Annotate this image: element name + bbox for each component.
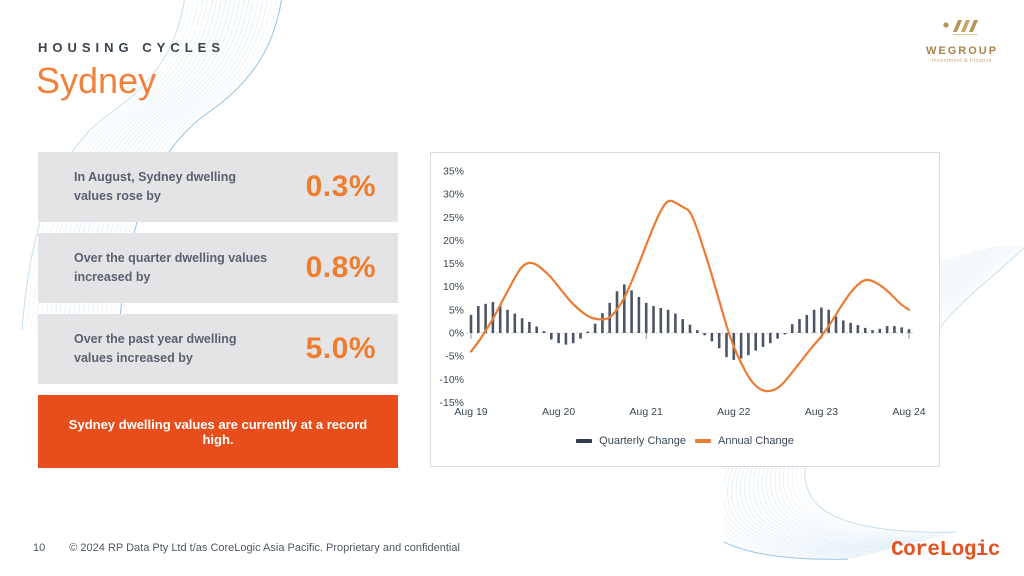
callout-banner: Sydney dwelling values are currently at …	[38, 395, 398, 468]
legend-item-quarterly: Quarterly Change	[576, 435, 686, 447]
housing-cycles-label: HOUSING CYCLES	[38, 40, 226, 55]
svg-text:Aug 21: Aug 21	[630, 406, 663, 418]
stat-box-monthly: In August, Sydney dwelling values rose b…	[38, 152, 398, 222]
svg-text:Aug 19: Aug 19	[454, 406, 487, 418]
stat-value-monthly: 0.3%	[305, 170, 376, 203]
stats-column: In August, Sydney dwelling values rose b…	[38, 152, 398, 468]
svg-text:15%: 15%	[443, 258, 464, 270]
svg-text:25%: 25%	[443, 212, 464, 224]
stat-label-monthly: In August, Sydney dwelling values rose b…	[74, 170, 237, 203]
svg-text:20%: 20%	[443, 235, 464, 247]
chart-svg: 35% 30% 25% 20% 15% 10% 5% 0% -5% -10% -15%Aug 19 A…	[439, 166, 925, 419]
svg-text:Aug 23: Aug 23	[805, 406, 838, 418]
footer: 10 © 2024 RP Data Pty Ltd t/as CoreLogic…	[33, 542, 460, 554]
stat-value-annual: 5.0%	[305, 332, 376, 365]
stat-value-quarterly: 0.8%	[305, 251, 376, 284]
annual-change-swatch-icon	[694, 439, 711, 443]
copyright-text: © 2024 RP Data Pty Ltd t/as CoreLogic As…	[69, 542, 460, 554]
svg-text:Aug 24: Aug 24	[892, 406, 925, 418]
svg-text:5%: 5%	[449, 304, 464, 316]
svg-text:-10%: -10%	[439, 374, 464, 386]
svg-text:Aug 22: Aug 22	[717, 406, 750, 418]
svg-text:-15%: -15%	[439, 397, 464, 409]
quarterly-change-swatch-icon	[576, 439, 593, 443]
chart-legend: Quarterly Change Annual Change	[576, 435, 794, 447]
svg-text:30%: 30%	[443, 189, 464, 201]
legend-item-annual: Annual Change	[694, 435, 794, 447]
stat-label-annual: Over the past year dwelling values incre…	[74, 332, 237, 365]
callout-text: Sydney dwelling values are currently at …	[68, 416, 368, 447]
wegroup-mark-icon	[943, 20, 978, 36]
svg-text:-5%: -5%	[445, 351, 464, 363]
wegroup-logo: WEGROUP Investment & Finance	[914, 18, 1010, 64]
stat-box-quarterly: Over the quarter dwelling values increas…	[38, 233, 398, 303]
legend-label-annual: Annual Change	[717, 435, 794, 447]
stat-label-quarterly: Over the quarter dwelling values increas…	[74, 251, 268, 284]
svg-text:0%: 0%	[449, 328, 464, 340]
legend-label-quarterly: Quarterly Change	[599, 435, 686, 447]
chart-card: 35% 30% 25% 20% 15% 10% 5% 0% -5% -10% -15% Aug 19 A…	[430, 152, 940, 467]
svg-text:Aug 20: Aug 20	[542, 406, 575, 418]
corelogic-logo: CoreLogic	[891, 539, 1000, 562]
page-title: Sydney	[36, 60, 157, 101]
wegroup-tagline: Investment & Finance	[931, 58, 993, 64]
svg-text:10%: 10%	[443, 281, 464, 293]
page-number: 10	[33, 542, 46, 554]
wegroup-name: WEGROUP	[925, 45, 999, 57]
stat-box-annual: Over the past year dwelling values incre…	[38, 314, 398, 384]
svg-text:35%: 35%	[443, 166, 464, 178]
